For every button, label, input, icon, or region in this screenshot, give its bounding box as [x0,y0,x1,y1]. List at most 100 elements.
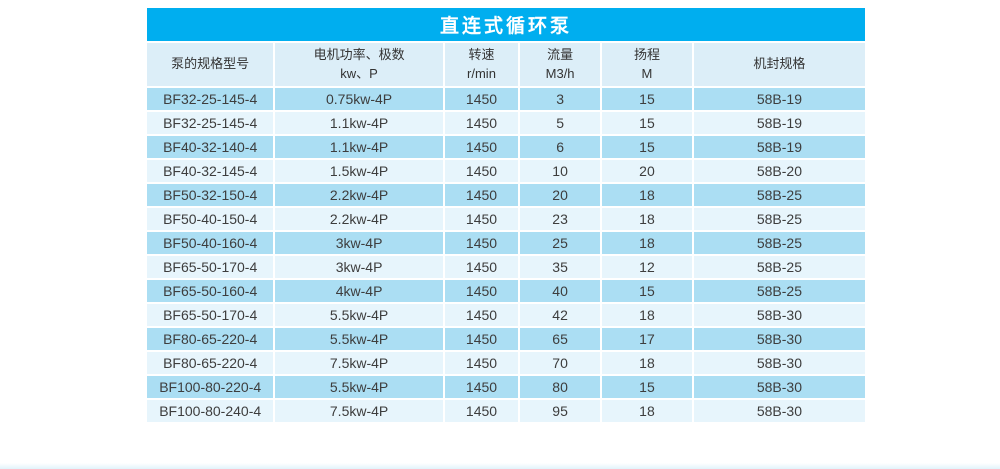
cell-flow: 10 [518,160,600,182]
cell-motor-power: 7.5kw-4P [273,400,442,422]
table-header-row: 泵的规格型号 电机功率、极数 kw、P 转速 r/min 流量 M3/h 扬程 … [147,43,865,86]
cell-speed: 1450 [442,208,518,230]
cell-seal-spec: 58B-30 [691,400,865,422]
cell-model: BF32-25-145-4 [163,91,258,107]
column-header-line: 流量 [547,46,574,62]
cell-model: BF40-32-145-4 [163,163,258,179]
table-row: BF40-32-140-4 1.1kw-4P 1450 6 15 58B-19 [147,136,865,158]
table-row: BF100-80-220-4 5.5kw-4P 1450 80 15 58B-3… [147,376,865,398]
cell-motor-power: 4kw-4P [273,280,442,302]
cell-model: BF65-50-170-4 [163,259,258,275]
cell-seal-spec: 58B-25 [691,208,865,230]
cell-flow: 70 [518,352,600,374]
cell-seal-spec: 58B-20 [691,160,865,182]
cell-motor-power: 3kw-4P [273,256,442,278]
cell-head: 20 [600,160,692,182]
cell-seal-spec: 58B-19 [691,88,865,110]
cell-model: BF65-50-170-4 [163,307,258,323]
cell-speed: 1450 [442,136,518,158]
cell-motor-power: 3kw-4P [273,232,442,254]
cell-flow: 23 [518,208,600,230]
cell-head: 15 [600,136,692,158]
cell-seal-spec: 58B-19 [691,112,865,134]
cell-model: BF32-25-145-4 [163,115,258,131]
cell-speed: 1450 [442,400,518,422]
cell-seal-spec: 58B-25 [691,232,865,254]
cell-flow: 20 [518,184,600,206]
cell-head: 15 [600,280,692,302]
cell-flow: 65 [518,328,600,350]
column-header-line: 机封规格 [753,56,806,72]
cell-head: 15 [600,376,692,398]
cell-model: BF80-65-220-4 [163,331,258,347]
cell-flow: 80 [518,376,600,398]
cell-model: BF50-40-150-4 [163,211,258,227]
cell-seal-spec: 58B-30 [691,376,865,398]
cell-model: BF50-32-150-4 [163,187,258,203]
cell-head: 18 [600,208,692,230]
column-header-motor-power: 电机功率、极数 kw、P [273,43,442,86]
cell-motor-power: 1.1kw-4P [273,112,442,134]
cell-model: BF100-80-220-4 [159,379,262,395]
cell-model: BF100-80-240-4 [159,403,262,419]
cell-motor-power: 5.5kw-4P [273,328,442,350]
cell-flow: 6 [518,136,600,158]
table-row: BF80-65-220-4 7.5kw-4P 1450 70 18 58B-30 [147,352,865,374]
cell-speed: 1450 [442,256,518,278]
cell-seal-spec: 58B-25 [691,184,865,206]
cell-head: 18 [600,352,692,374]
cell-speed: 1450 [442,328,518,350]
table-row: BF50-40-150-4 2.2kw-4P 1450 23 18 58B-25 [147,208,865,230]
cell-speed: 1450 [442,280,518,302]
column-header-speed: 转速 r/min [442,43,518,86]
table-row: BF40-32-145-4 1.5kw-4P 1450 10 20 58B-20 [147,160,865,182]
cell-motor-power: 7.5kw-4P [273,352,442,374]
cell-model: BF80-65-220-4 [163,355,258,371]
cell-head: 17 [600,328,692,350]
cell-flow: 40 [518,280,600,302]
cell-seal-spec: 58B-25 [691,256,865,278]
table-row: BF32-25-145-4 0.75kw-4P 1450 3 15 58B-19 [147,88,865,110]
cell-flow: 95 [518,400,600,422]
pump-spec-table: 直连式循环泵 泵的规格型号 电机功率、极数 kw、P 转速 r/min 流量 M… [147,8,865,424]
cell-motor-power: 5.5kw-4P [273,304,442,326]
cell-model: BF50-40-160-4 [163,235,258,251]
cell-head: 15 [600,112,692,134]
cell-head: 15 [600,88,692,110]
table-row: BF80-65-220-4 5.5kw-4P 1450 65 17 58B-30 [147,328,865,350]
cell-seal-spec: 58B-30 [691,328,865,350]
cell-flow: 25 [518,232,600,254]
cell-seal-spec: 58B-30 [691,352,865,374]
column-header-flow: 流量 M3/h [518,43,600,86]
table-row: BF65-50-170-4 5.5kw-4P 1450 42 18 58B-30 [147,304,865,326]
cell-seal-spec: 58B-19 [691,136,865,158]
cell-flow: 5 [518,112,600,134]
cell-speed: 1450 [442,160,518,182]
column-header-model: 泵的规格型号 [147,43,273,86]
cell-model: BF65-50-160-4 [163,283,258,299]
column-header-line: r/min [467,65,496,81]
column-header-line: kw、P [340,65,378,81]
column-header-line: M [641,65,653,81]
cell-speed: 1450 [442,112,518,134]
cell-speed: 1450 [442,88,518,110]
cell-speed: 1450 [442,184,518,206]
table-row: BF32-25-145-4 1.1kw-4P 1450 5 15 58B-19 [147,112,865,134]
cell-motor-power: 1.5kw-4P [273,160,442,182]
cell-motor-power: 2.2kw-4P [273,184,442,206]
table-title: 直连式循环泵 [439,16,572,37]
table-title-bar: 直连式循环泵 [147,8,865,41]
cell-head: 18 [600,304,692,326]
column-header-line: 扬程 [633,46,660,62]
cell-head: 18 [600,400,692,422]
cell-motor-power: 0.75kw-4P [273,88,442,110]
cell-motor-power: 1.1kw-4P [273,136,442,158]
cell-seal-spec: 58B-25 [691,280,865,302]
column-header-line: 转速 [468,46,495,62]
cell-model: BF40-32-140-4 [163,139,258,155]
column-header-line: M3/h [545,65,575,81]
cell-head: 12 [600,256,692,278]
cell-speed: 1450 [442,304,518,326]
cell-motor-power: 2.2kw-4P [273,208,442,230]
